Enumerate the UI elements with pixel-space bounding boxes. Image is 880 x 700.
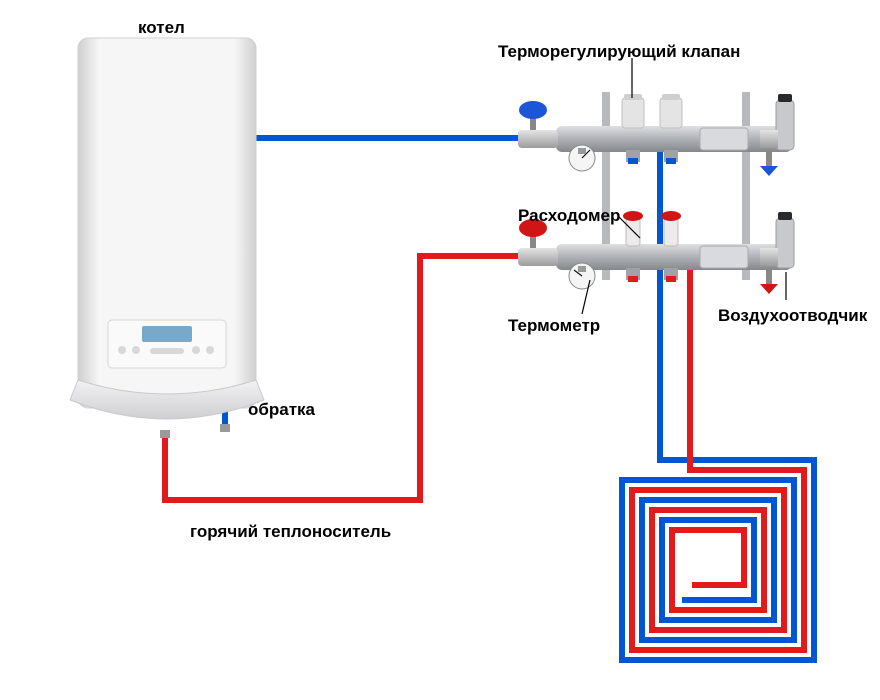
label-thermoreg-valve: Терморегулирующий клапан [498,42,740,62]
label-return: обратка [248,400,315,420]
thermoreg-valve-2 [660,94,682,128]
label-hot-supply: горячий теплоноситель [190,522,391,542]
flowmeter-1 [623,211,643,246]
return-pipe [225,138,520,428]
ball-valve-return [518,219,558,266]
label-boiler: котел [138,18,185,38]
boiler [70,38,264,438]
thermometer-gauge [569,263,595,289]
air-vent-supply [760,94,794,176]
air-vent-return [760,212,794,294]
label-thermometer: Термометр [508,316,600,336]
heating-diagram [0,0,880,700]
manifold [518,92,794,294]
label-air-vent: Воздухоотводчик [718,306,867,326]
thermoreg-valve-1 [622,94,644,128]
flowmeter-2 [661,211,681,246]
label-flowmeter: Расходомер [518,206,620,226]
gauge-supply [569,145,595,171]
ball-valve-supply [518,101,558,148]
